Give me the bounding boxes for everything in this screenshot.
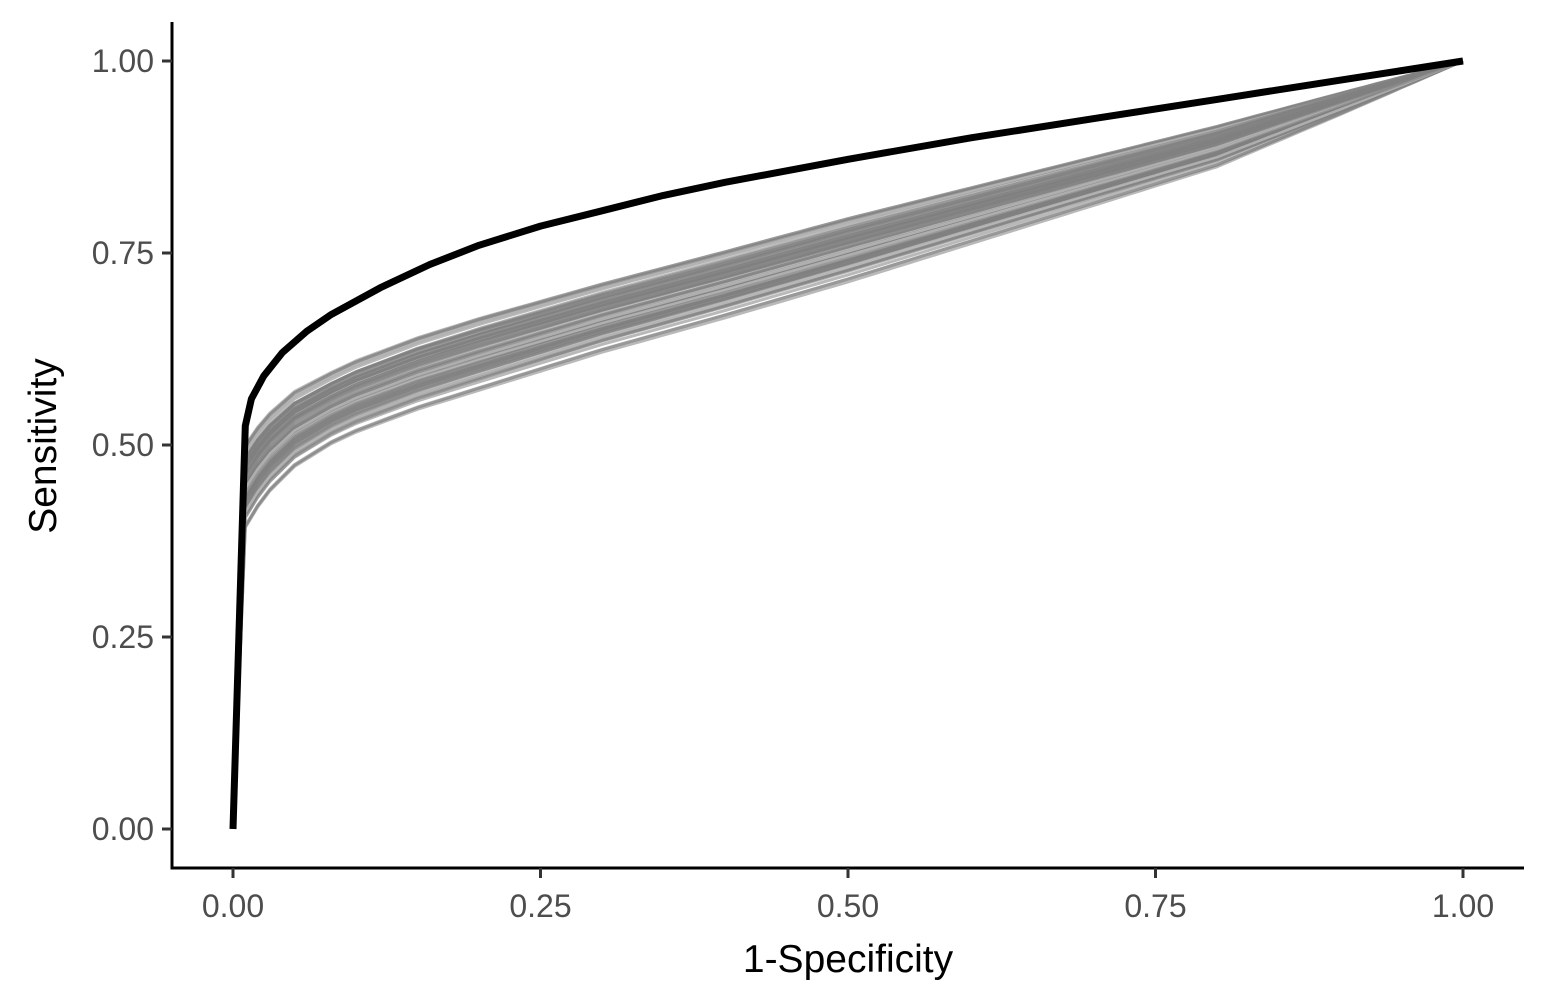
bootstrap-curve xyxy=(231,59,1464,830)
bootstrap-curve xyxy=(231,59,1464,830)
bootstrap-curve xyxy=(231,59,1464,830)
bootstrap-curve xyxy=(231,59,1464,830)
bootstrap-curve xyxy=(231,59,1464,830)
bootstrap-curve xyxy=(231,59,1464,830)
bootstrap-curve xyxy=(231,59,1464,830)
bootstrap-curve xyxy=(231,59,1464,830)
y-tick-label: 0.00 xyxy=(92,811,154,847)
bootstrap-curve xyxy=(231,59,1464,830)
bootstrap-curve xyxy=(231,59,1464,830)
bootstrap-curve xyxy=(231,59,1464,830)
bootstrap-curve xyxy=(231,59,1464,830)
bootstrap-curve xyxy=(231,59,1464,830)
bootstrap-curve xyxy=(231,59,1464,830)
bootstrap-curve xyxy=(231,59,1464,830)
bootstrap-curve xyxy=(231,59,1464,830)
x-tick-label: 0.50 xyxy=(817,888,879,924)
bootstrap-curve xyxy=(231,59,1464,830)
bootstrap-curve xyxy=(231,59,1464,830)
x-tick-label: 0.00 xyxy=(202,888,264,924)
x-tick-label: 0.25 xyxy=(509,888,571,924)
bootstrap-curve xyxy=(231,59,1464,830)
bootstrap-curves xyxy=(231,59,1464,830)
bootstrap-curve xyxy=(231,59,1464,830)
bootstrap-curve xyxy=(231,59,1464,830)
x-tick-label: 0.75 xyxy=(1124,888,1186,924)
bootstrap-curve xyxy=(231,59,1464,830)
bootstrap-curve xyxy=(231,59,1464,830)
bootstrap-curve xyxy=(231,59,1464,830)
bootstrap-curve xyxy=(231,59,1464,830)
bootstrap-curve xyxy=(231,59,1464,830)
bootstrap-curve xyxy=(231,59,1464,830)
bootstrap-curve xyxy=(231,59,1464,830)
x-axis-title: 1-Specificity xyxy=(743,938,954,981)
bootstrap-curve xyxy=(231,59,1464,830)
bootstrap-curve xyxy=(231,59,1464,830)
bootstrap-curve xyxy=(231,59,1464,830)
y-tick-label: 0.25 xyxy=(92,619,154,655)
bootstrap-curve xyxy=(231,59,1464,830)
bootstrap-curve xyxy=(231,59,1464,830)
y-tick-label: 0.50 xyxy=(92,427,154,463)
bootstrap-curve xyxy=(231,59,1464,830)
bootstrap-curve xyxy=(231,59,1464,830)
bootstrap-curve xyxy=(231,59,1464,830)
bootstrap-curve xyxy=(231,59,1464,830)
bootstrap-curve xyxy=(231,59,1464,830)
bootstrap-curve xyxy=(231,59,1464,830)
bootstrap-curve xyxy=(231,59,1464,830)
bootstrap-curve xyxy=(231,59,1464,830)
bootstrap-curve xyxy=(231,59,1464,830)
bootstrap-curve xyxy=(231,59,1464,830)
bootstrap-curve xyxy=(231,59,1464,830)
bootstrap-curve xyxy=(231,59,1464,830)
bootstrap-curve xyxy=(231,59,1464,830)
y-tick-label: 0.75 xyxy=(92,235,154,271)
bootstrap-curve xyxy=(231,59,1464,830)
bootstrap-curve xyxy=(231,59,1464,830)
bootstrap-curve xyxy=(231,59,1464,830)
bootstrap-curve xyxy=(231,59,1464,830)
bootstrap-curve xyxy=(231,59,1464,830)
main-roc-curve xyxy=(229,57,1464,830)
bootstrap-curve xyxy=(231,59,1464,830)
bootstrap-curve xyxy=(231,59,1464,830)
bootstrap-curve xyxy=(231,59,1464,830)
bootstrap-curve xyxy=(231,59,1464,830)
bootstrap-curve xyxy=(231,59,1464,830)
y-axis-title: Sensitivity xyxy=(22,358,65,534)
bootstrap-curve xyxy=(231,59,1464,830)
bootstrap-curve xyxy=(231,59,1464,830)
bootstrap-curve xyxy=(231,59,1464,830)
bootstrap-curve xyxy=(231,59,1464,830)
bootstrap-curve xyxy=(231,59,1464,830)
bootstrap-curve xyxy=(231,59,1464,830)
bootstrap-curve xyxy=(231,59,1464,830)
bootstrap-curve xyxy=(231,59,1464,830)
y-tick-label: 1.00 xyxy=(92,43,154,79)
bootstrap-curve xyxy=(231,59,1464,830)
bootstrap-curve xyxy=(231,59,1464,830)
bootstrap-curve xyxy=(231,59,1464,830)
bootstrap-curve xyxy=(231,59,1464,830)
bootstrap-curve xyxy=(231,59,1464,830)
bootstrap-curve xyxy=(231,59,1464,830)
bootstrap-curve xyxy=(231,59,1464,830)
bootstrap-curve xyxy=(231,59,1464,830)
bootstrap-curve xyxy=(231,59,1464,830)
bootstrap-curve xyxy=(231,59,1464,830)
bootstrap-curve xyxy=(231,59,1464,830)
bootstrap-curve xyxy=(231,59,1464,830)
x-tick-label: 1.00 xyxy=(1432,888,1494,924)
bootstrap-curve xyxy=(231,59,1464,830)
bootstrap-curve xyxy=(231,59,1464,830)
bootstrap-curve xyxy=(231,59,1464,830)
bootstrap-curve xyxy=(231,59,1464,830)
